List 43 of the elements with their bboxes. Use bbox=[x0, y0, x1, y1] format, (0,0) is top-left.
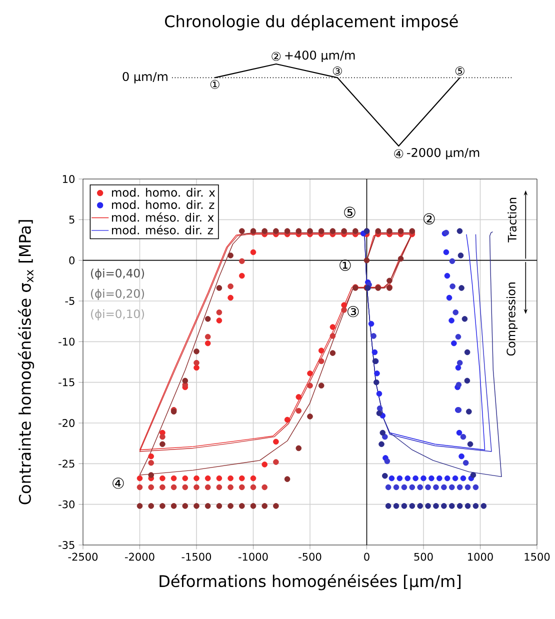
chart-title: Chronologie du déplacement imposé bbox=[165, 14, 458, 30]
annotation: ④ bbox=[112, 478, 124, 489]
y-tick-label: -35 bbox=[58, 541, 74, 549]
annotation: Traction bbox=[508, 198, 516, 242]
legend-label: mod. méso. dir. x bbox=[112, 212, 214, 222]
x-tick-label: -1500 bbox=[182, 552, 212, 561]
category-label: ⑤ bbox=[455, 66, 464, 76]
annotation: Compression bbox=[506, 282, 518, 356]
legend-label: mod. homo. dir. z bbox=[112, 200, 214, 210]
x-tick-label: 500 bbox=[414, 552, 433, 561]
annotation: ③ bbox=[348, 306, 359, 318]
category-label: ③ bbox=[332, 66, 342, 76]
category-label: ④ bbox=[394, 149, 404, 158]
x-tick-label: 0 bbox=[364, 552, 370, 561]
x-tick-label: 1000 bbox=[468, 552, 493, 561]
x-tick-label: -1000 bbox=[238, 552, 268, 561]
x-tick-label: -2000 bbox=[125, 552, 154, 561]
y-tick-label: 10 bbox=[62, 175, 74, 183]
x-tick-label: 1500 bbox=[524, 552, 550, 561]
legend-label: mod. méso. dir. z bbox=[112, 225, 213, 234]
annotation: ② bbox=[424, 213, 435, 224]
y-axis-title: Contrainte homogénéisée σ$_{xx}$ [MPa] bbox=[18, 220, 34, 504]
data-label: -2000 µm/m bbox=[407, 148, 480, 160]
ref-line-label: 0 µm/m bbox=[122, 72, 168, 84]
category-label: ① bbox=[210, 80, 220, 89]
y-tick-label: -10 bbox=[58, 338, 74, 346]
x-axis-title: Déformations homogénéisées [µm/m] bbox=[160, 574, 460, 590]
y-tick-label: -5 bbox=[65, 297, 74, 305]
annotation: (ϕi=0,10) bbox=[91, 309, 144, 320]
x-tick-label: -500 bbox=[298, 552, 322, 561]
annotation: (ϕi=0,20) bbox=[91, 288, 144, 300]
legend-label: mod. homo. dir. x bbox=[112, 188, 216, 197]
x-tick-label: -2500 bbox=[68, 552, 98, 561]
y-tick-label: -20 bbox=[58, 419, 74, 427]
y-tick-label: -15 bbox=[58, 378, 74, 386]
annotation: (ϕi=0,40) bbox=[91, 268, 144, 280]
y-tick-label: -30 bbox=[58, 500, 74, 508]
y-tick-label: -25 bbox=[58, 460, 74, 468]
y-tick-label: 5 bbox=[69, 216, 74, 224]
y-tick-label: 0 bbox=[69, 256, 74, 264]
category-label: ② bbox=[272, 52, 281, 61]
annotation: ⑤ bbox=[344, 206, 356, 218]
data-label: +400 µm/m bbox=[285, 50, 355, 62]
